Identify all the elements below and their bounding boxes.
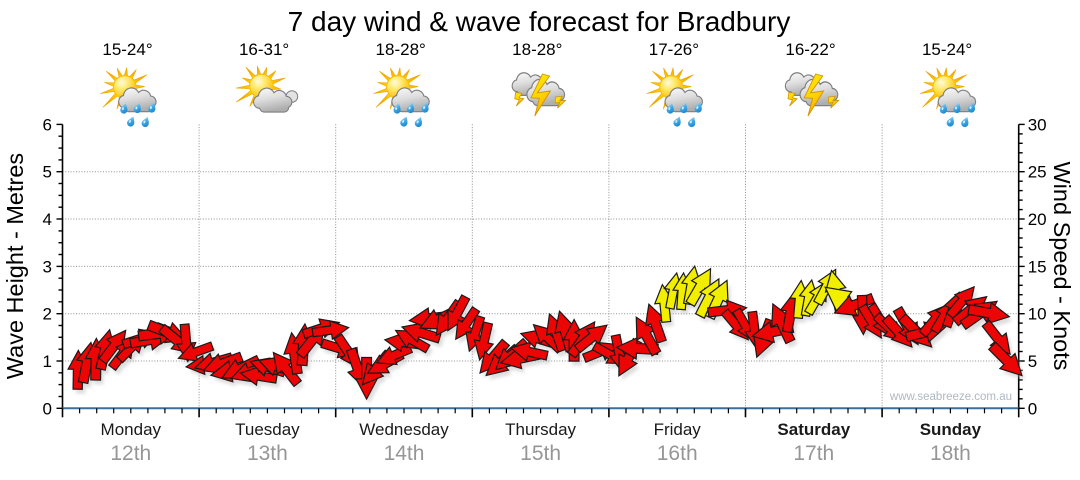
svg-text:12th: 12th bbox=[110, 442, 151, 465]
svg-text:Friday: Friday bbox=[654, 420, 702, 439]
svg-text:Monday: Monday bbox=[101, 420, 162, 439]
svg-text:25: 25 bbox=[1028, 163, 1047, 182]
svg-text:15-24°: 15-24° bbox=[922, 40, 972, 59]
svg-text:16-31°: 16-31° bbox=[239, 40, 289, 59]
svg-text:0: 0 bbox=[1028, 399, 1037, 418]
svg-text:15-24°: 15-24° bbox=[102, 40, 152, 59]
svg-text:30: 30 bbox=[1028, 115, 1047, 134]
svg-text:18th: 18th bbox=[930, 442, 971, 465]
svg-text:5: 5 bbox=[43, 163, 52, 182]
svg-text:6: 6 bbox=[43, 115, 52, 134]
svg-text:Wave Height - Metres: Wave Height - Metres bbox=[2, 153, 28, 379]
svg-text:Thursday: Thursday bbox=[505, 420, 576, 439]
svg-text:Sunday: Sunday bbox=[920, 420, 982, 439]
svg-text:18-28°: 18-28° bbox=[376, 40, 426, 59]
svg-text:1: 1 bbox=[43, 352, 52, 371]
svg-text:www.seabreeze.com.au: www.seabreeze.com.au bbox=[889, 391, 1012, 403]
svg-text:18-28°: 18-28° bbox=[512, 40, 562, 59]
svg-text:15: 15 bbox=[1028, 257, 1047, 276]
svg-text:4: 4 bbox=[43, 210, 52, 229]
svg-text:15th: 15th bbox=[520, 442, 561, 465]
svg-text:16th: 16th bbox=[657, 442, 698, 465]
svg-text:2: 2 bbox=[43, 305, 52, 324]
svg-text:7 day wind & wave forecast for: 7 day wind & wave forecast for Bradbury bbox=[288, 6, 791, 37]
svg-text:Wind Speed - Knots: Wind Speed - Knots bbox=[1049, 162, 1075, 371]
svg-text:17th: 17th bbox=[793, 442, 834, 465]
svg-text:Wednesday: Wednesday bbox=[359, 420, 449, 439]
svg-text:Tuesday: Tuesday bbox=[235, 420, 300, 439]
svg-text:3: 3 bbox=[43, 257, 52, 276]
svg-text:14th: 14th bbox=[384, 442, 425, 465]
svg-text:20: 20 bbox=[1028, 210, 1047, 229]
svg-text:10: 10 bbox=[1028, 305, 1047, 324]
svg-text:17-26°: 17-26° bbox=[649, 40, 699, 59]
svg-text:5: 5 bbox=[1028, 352, 1037, 371]
svg-text:13th: 13th bbox=[247, 442, 288, 465]
svg-text:Saturday: Saturday bbox=[777, 420, 850, 439]
svg-text:0: 0 bbox=[43, 399, 52, 418]
svg-text:16-22°: 16-22° bbox=[785, 40, 835, 59]
